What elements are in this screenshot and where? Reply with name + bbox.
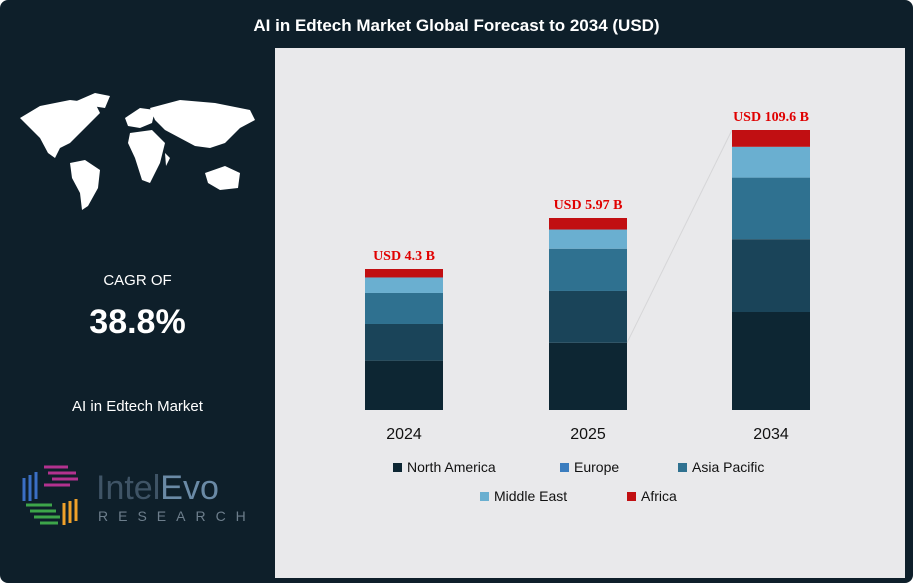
legend-label: Middle East [494,488,568,504]
legend-swatch [678,462,687,472]
trend-line [626,129,733,344]
world-map-icon [20,93,255,210]
x-tick-label: 2034 [753,426,789,443]
market-label: AI in Edtech Market [72,398,203,415]
total-label: USD 109.6 B [733,110,809,125]
bar-segment-europe-2034 [732,239,810,312]
bar-segment-africa-2025 [549,218,627,230]
bar-segment-middle-east-2034 [732,146,810,178]
legend-europe: Europe [560,459,619,475]
bar-segment-asia-pacific-2024 [365,292,443,324]
x-tick-label: 2025 [570,426,606,443]
legend-swatch [560,462,569,472]
legend-label: Asia Pacific [692,459,765,475]
legend-swatch [393,462,402,472]
intelevo-logo: IntelEvo RESEARCH [22,465,256,525]
bar-segment-europe-2024 [365,323,443,361]
legend-label: North America [407,459,496,475]
chart-panel: USD 4.3 B 2024 USD 5.97 B 2025 USD 109.6 B 20… [275,48,905,578]
bar-segment-north-america-2034 [732,312,810,410]
legend-label: Europe [574,459,620,475]
bar-segment-north-america-2024 [365,360,443,410]
total-label: USD 5.97 B [554,198,623,213]
bar-segment-north-america-2025 [549,342,627,410]
chart-title: AI in Edtech Market Global Forecast to 2… [253,16,660,35]
svg-text:RESEARCH: RESEARCH [98,508,256,524]
left-panel: CAGR OF 38.8% AI in Edtech Market IntelE… [0,48,275,578]
legend-swatch [627,491,636,501]
legend-label: Africa [641,488,677,504]
legend-africa: Africa [627,488,677,504]
legend-north-america: North America [393,459,496,475]
cagr-label: CAGR OF [103,272,172,289]
legend-middle-east: Middle East [480,488,567,504]
bar-segment-asia-pacific-2025 [549,248,627,291]
bar-segment-asia-pacific-2034 [732,177,810,240]
bar-segment-africa-2034 [732,130,810,147]
bar-segment-europe-2025 [549,290,627,343]
bar-segment-africa-2024 [365,269,443,278]
stacked-bar-chart: USD 4.3 B 2024 USD 5.97 B 2025 USD 109.6 B 20… [365,110,810,443]
total-label: USD 4.3 B [373,249,435,264]
x-tick-label: 2024 [386,426,422,443]
cagr-value: 38.8% [89,303,186,341]
bar-segment-middle-east-2025 [549,229,627,249]
svg-text:IntelEvo: IntelEvo [96,469,219,507]
legend-swatch [480,491,489,501]
legend-asia-pacific: Asia Pacific [678,459,764,475]
bar-segment-middle-east-2024 [365,277,443,293]
